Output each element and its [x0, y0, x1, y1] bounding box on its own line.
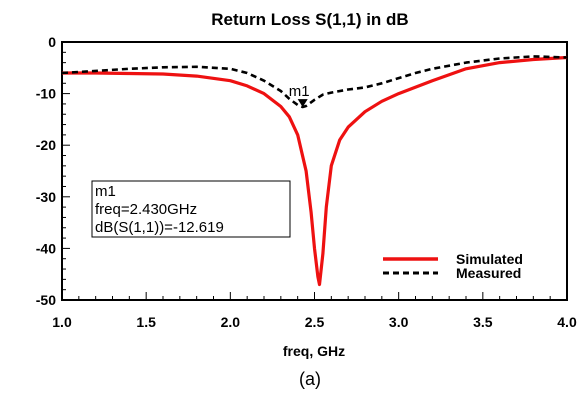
series-line-measured: [61, 55, 568, 109]
x-tick-label: 4.0: [557, 314, 577, 330]
marker-m1: m1: [289, 83, 310, 108]
marker-label: m1: [289, 83, 310, 100]
x-tick-label: 2.0: [221, 314, 241, 330]
marker-readout-line-2: freq=2.430GHz: [95, 201, 197, 218]
y-tick-label: -50: [36, 292, 56, 308]
marker-readout-box: [91, 180, 291, 238]
legend-label-measured: Measured: [456, 265, 521, 281]
legend: Simulated Measured: [383, 251, 523, 281]
chart-title: Return Loss S(1,1) in dB: [211, 10, 408, 29]
ticks: [61, 41, 568, 301]
series-line-simulated: [62, 55, 568, 287]
y-tick-label: -30: [36, 189, 56, 205]
x-tick-label: 3.5: [473, 314, 493, 330]
tick-labels: 1.0 1.5 2.0 2.5 3.0 3.5 4.0 0 -10 -20 -30 -40 -50: [36, 34, 577, 330]
x-tick-label: 2.5: [305, 314, 325, 330]
marker-readout-line-3: dB(S(1,1))=-12.619: [95, 219, 224, 236]
marker-readout: m1 freq=2.430GHz dB(S(1,1))=-12.619: [91, 180, 291, 238]
y-tick-label: -20: [36, 137, 56, 153]
y-tick-label: -40: [36, 240, 56, 256]
marker-triangle-icon: [297, 99, 308, 108]
x-tick-label: 3.0: [389, 314, 409, 330]
legend-label-simulated: Simulated: [456, 251, 523, 267]
y-tick-label: -10: [36, 86, 56, 102]
x-tick-label: 1.5: [136, 314, 156, 330]
figure-caption: (a): [299, 369, 321, 389]
x-axis-label: freq, GHz: [283, 343, 345, 359]
y-tick-label: 0: [48, 34, 56, 50]
x-tick-label: 1.0: [52, 314, 72, 330]
marker-readout-line-1: m1: [95, 183, 116, 200]
series-layer: [61, 55, 568, 287]
